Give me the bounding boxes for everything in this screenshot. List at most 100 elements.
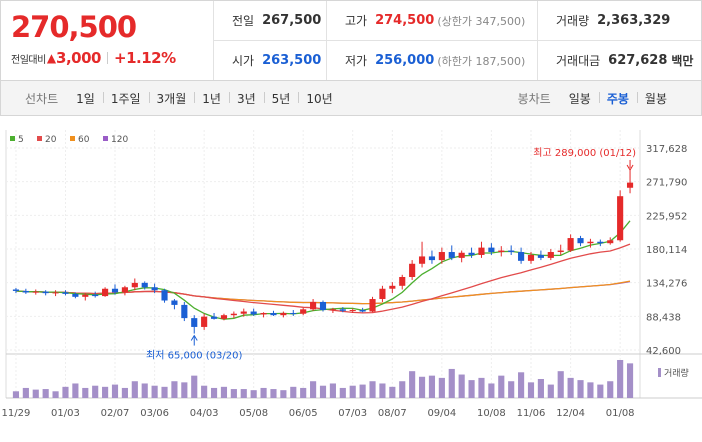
x-tick-label: 06/05 xyxy=(289,408,318,419)
price-change: 전일대비 ▲ 3,000 +1.12% xyxy=(11,49,213,67)
volume-bar xyxy=(369,381,376,398)
line-chart-label: 선차트 xyxy=(25,91,59,106)
candle-weekly[interactable]: 주봉 xyxy=(598,90,637,107)
volume-bar xyxy=(339,387,346,398)
x-tick-label: 02/07 xyxy=(101,408,130,419)
candle-body xyxy=(220,315,228,319)
legend-label-20: 20 xyxy=(45,135,57,145)
volume-bar xyxy=(52,391,59,398)
candle-monthly[interactable]: 월봉 xyxy=(636,90,675,107)
candle-body xyxy=(141,282,148,288)
candle-body xyxy=(428,256,436,261)
candle-nav: 봉차트 일봉 주봉 월봉 xyxy=(494,90,675,107)
candle-body xyxy=(42,291,49,294)
candle-body xyxy=(527,254,535,261)
stat-value: 267,500 xyxy=(262,13,322,28)
candle-body xyxy=(537,254,544,258)
volume-bar xyxy=(508,381,515,398)
candle-body xyxy=(111,288,119,293)
period-10y[interactable]: 10년 xyxy=(298,90,340,107)
candle-body xyxy=(102,288,109,297)
candle-body xyxy=(577,238,584,244)
candle-body xyxy=(32,291,39,293)
stat-open: 시가 263,500 xyxy=(214,41,326,81)
low-annotation: 최저 65,000 (03/20) xyxy=(146,350,242,362)
y-tick-label: 42,600 xyxy=(646,346,681,357)
period-3m[interactable]: 3개월 xyxy=(148,90,195,107)
volume-bar xyxy=(418,376,426,398)
candle-body xyxy=(270,312,277,316)
volume-bar xyxy=(250,390,257,398)
volume-bar xyxy=(12,391,20,398)
period-1y[interactable]: 1년 xyxy=(194,90,229,107)
candle-body xyxy=(22,290,29,293)
volume-bar xyxy=(300,387,307,398)
candle-body xyxy=(52,292,59,294)
volume-legend-swatch xyxy=(658,368,661,377)
candle-body xyxy=(72,293,79,297)
y-tick-label: 134,276 xyxy=(646,279,687,290)
volume-bar xyxy=(280,390,287,398)
x-tick-label: 10/08 xyxy=(477,408,506,419)
volume-bar xyxy=(448,368,455,398)
volume-bar xyxy=(617,360,624,398)
volume-bar xyxy=(161,386,168,398)
candle-body xyxy=(518,252,525,261)
candle-body xyxy=(131,282,138,288)
candle-body xyxy=(181,304,188,319)
volume-bar xyxy=(359,384,366,398)
candle-daily[interactable]: 일봉 xyxy=(568,91,591,106)
candle-body xyxy=(161,290,168,301)
candle-body xyxy=(339,309,346,311)
volume-bar xyxy=(260,387,267,398)
volume-bar xyxy=(478,377,485,398)
stat-sub: (상한가 347,500) xyxy=(437,14,526,28)
candle-body xyxy=(230,313,237,316)
x-tick-label: 07/03 xyxy=(338,408,367,419)
high-arrow-icon xyxy=(626,164,634,171)
x-tick-label: 12/04 xyxy=(556,408,585,419)
y-tick-label: 88,438 xyxy=(646,312,681,323)
candle-body xyxy=(458,252,465,258)
stat-label: 전일 xyxy=(232,14,255,28)
volume-bar xyxy=(428,375,436,398)
stat-value: 627,628 xyxy=(608,53,668,68)
period-1w[interactable]: 1주일 xyxy=(102,90,149,107)
candle-body xyxy=(92,294,99,297)
volume-bar xyxy=(22,387,29,398)
volume-bar xyxy=(399,381,406,398)
stat-value: 256,000 xyxy=(375,53,435,68)
candle-body xyxy=(418,256,426,264)
volume-bar xyxy=(62,386,69,398)
candle-body xyxy=(210,316,218,319)
x-tick-label: 04/03 xyxy=(190,408,219,419)
candle-body xyxy=(468,252,475,255)
volume-bar xyxy=(310,381,317,398)
period-5y[interactable]: 5년 xyxy=(263,90,299,107)
candle-body xyxy=(508,250,515,253)
stat-value: 274,500 xyxy=(375,13,435,28)
candle-body xyxy=(617,196,624,241)
stat-unit: 백만 xyxy=(671,54,694,68)
candle-body xyxy=(547,252,554,258)
stat-label: 거래대금 xyxy=(556,54,601,68)
candle-body xyxy=(171,300,178,305)
stat-sub: (하한가 187,500) xyxy=(437,54,526,68)
legend-swatch-20 xyxy=(37,136,42,141)
stat-low: 저가 256,000 (하한가 187,500) xyxy=(326,41,537,81)
volume-bar xyxy=(42,389,49,398)
period-3y[interactable]: 3년 xyxy=(228,90,264,107)
volume-bar xyxy=(319,385,327,398)
y-tick-label: 271,790 xyxy=(646,178,687,189)
y-tick-label: 225,952 xyxy=(646,211,687,222)
candle-body xyxy=(300,309,307,314)
low-arrow-icon xyxy=(190,334,198,341)
volume-bar xyxy=(240,389,247,398)
stat-trade-value: 거래대금 627,628 백만 xyxy=(537,41,701,81)
change-amount: 3,000 xyxy=(56,49,101,67)
candle-body xyxy=(587,241,594,244)
x-tick-label: 11/29 xyxy=(2,408,31,419)
stats-grid: 전일 267,500 고가 274,500 (상한가 347,500) 거래량 … xyxy=(214,1,701,81)
period-1d[interactable]: 1일 xyxy=(76,91,95,106)
volume-bar xyxy=(607,381,614,398)
